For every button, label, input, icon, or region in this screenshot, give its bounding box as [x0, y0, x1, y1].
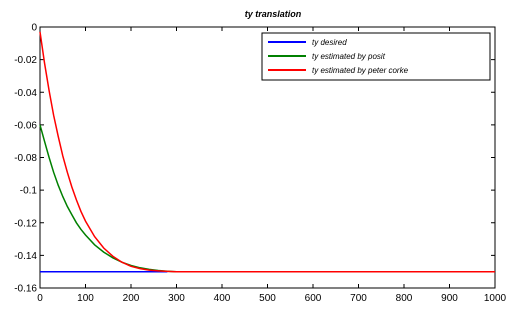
x-tick-label: 500 [259, 293, 276, 304]
legend-label-2: ty estimated by posit [312, 52, 386, 61]
x-tick-label: 0 [37, 293, 43, 304]
y-tick-label: -0.16 [14, 284, 37, 295]
y-tick-label: -0.12 [14, 218, 37, 229]
x-tick-label: 400 [214, 293, 231, 304]
x-tick-label: 1000 [484, 293, 507, 304]
chart-title: ty translation [245, 9, 302, 19]
y-tick-label: -0.1 [20, 186, 38, 197]
y-tick-label: 0 [31, 23, 37, 34]
y-tick-label: -0.02 [14, 55, 37, 66]
x-tick-label: 800 [396, 293, 413, 304]
y-tick-label: -0.08 [14, 153, 37, 164]
x-tick-label: 300 [168, 293, 185, 304]
y-tick-label: -0.04 [14, 88, 37, 99]
x-tick-label: 200 [123, 293, 140, 304]
legend-label-1: ty desired [312, 38, 347, 47]
y-tick-label: -0.06 [14, 120, 37, 131]
axis-ticks: 0 100 200 300 400 500 600 700 800 900 1000 0 -0.02 -0… [14, 23, 506, 305]
y-tick-label: -0.14 [14, 251, 37, 262]
x-tick-label: 100 [77, 293, 94, 304]
x-tick-label: 900 [441, 293, 458, 304]
series-lines [39, 31, 495, 273]
series-line-3 [39, 31, 495, 273]
legend: ty desired ty estimated by posit ty estima… [261, 32, 491, 81]
x-tick-label: 700 [350, 293, 367, 304]
legend-label-3: ty estimated by peter corke [312, 66, 409, 75]
x-tick-label: 600 [305, 293, 322, 304]
